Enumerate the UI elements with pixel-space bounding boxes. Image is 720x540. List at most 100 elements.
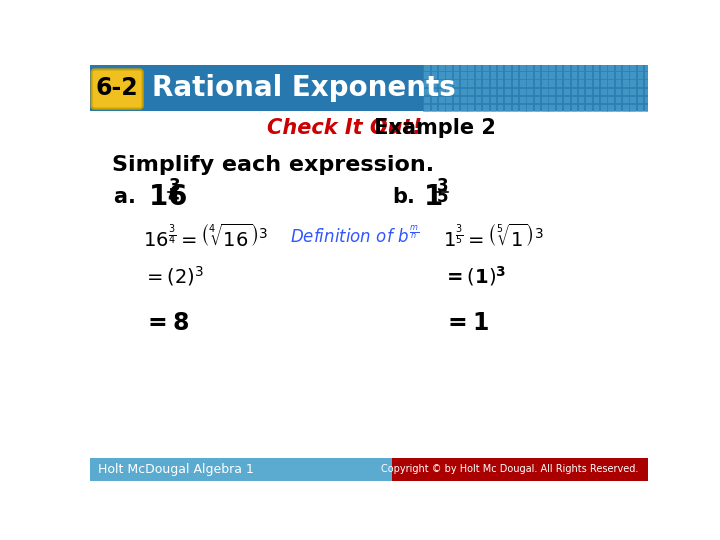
Bar [600, 63, 606, 71]
Bar [549, 63, 555, 71]
Bar [423, 79, 430, 87]
Bar [593, 79, 599, 87]
Bar [615, 96, 621, 103]
Text: $\mathbf{= 1}$: $\mathbf{= 1}$ [443, 310, 488, 335]
Text: Copyright © by Holt Mc Dougal. All Rights Reserved.: Copyright © by Holt Mc Dougal. All Right… [382, 464, 639, 474]
Bar [438, 96, 444, 103]
Bar [644, 71, 651, 79]
Bar [629, 96, 636, 103]
Bar [556, 71, 562, 79]
Bar [474, 63, 482, 71]
Bar [541, 71, 548, 79]
Bar [423, 87, 430, 95]
Bar [578, 63, 585, 71]
Bar [644, 79, 651, 87]
Bar [438, 87, 444, 95]
Bar [519, 96, 526, 103]
Bar [497, 79, 503, 87]
Bar [497, 104, 503, 111]
Text: $\mathbf{4}$: $\mathbf{4}$ [167, 188, 180, 206]
Bar [622, 63, 629, 71]
Bar [629, 71, 636, 79]
Bar [556, 63, 562, 71]
Bar [460, 71, 467, 79]
Bar [438, 71, 444, 79]
Bar [453, 87, 459, 95]
Bar [512, 96, 518, 103]
Bar [474, 79, 482, 87]
Bar [482, 79, 489, 87]
Bar [585, 79, 592, 87]
Bar [563, 96, 570, 103]
Bar [453, 71, 459, 79]
Bar [570, 104, 577, 111]
Bar [431, 63, 437, 71]
Text: Holt McDougal Algebra 1: Holt McDougal Algebra 1 [98, 463, 253, 476]
Bar [453, 63, 459, 71]
Bar [541, 79, 548, 87]
Bar [482, 96, 489, 103]
Bar [629, 87, 636, 95]
Bar [607, 104, 614, 111]
Bar [534, 63, 540, 71]
Bar [526, 79, 533, 87]
Bar [615, 104, 621, 111]
Bar [600, 96, 606, 103]
Bar [519, 104, 526, 111]
Text: $\mathbf{= 8}$: $\mathbf{= 8}$ [143, 310, 189, 335]
Bar [644, 104, 651, 111]
Bar [585, 104, 592, 111]
Bar [607, 79, 614, 87]
Bar [585, 63, 592, 71]
Bar [460, 63, 467, 71]
Bar [636, 96, 644, 103]
Bar [593, 63, 599, 71]
Bar [652, 96, 658, 103]
Bar [504, 104, 510, 111]
Bar [622, 87, 629, 95]
Bar [607, 87, 614, 95]
Bar [512, 104, 518, 111]
Bar [636, 79, 644, 87]
Bar [526, 87, 533, 95]
Bar [526, 71, 533, 79]
Bar [607, 96, 614, 103]
Bar [460, 96, 467, 103]
Text: $\mathbf{5}$: $\mathbf{5}$ [436, 188, 449, 206]
Text: Simplify each expression.: Simplify each expression. [112, 155, 434, 175]
Bar [585, 96, 592, 103]
Bar [600, 71, 606, 79]
Bar [446, 104, 452, 111]
Bar [431, 104, 437, 111]
Text: $=\left(2\right)^{3}$: $=\left(2\right)^{3}$ [143, 265, 204, 288]
Bar [636, 71, 644, 79]
Bar [519, 71, 526, 79]
Bar [652, 79, 658, 87]
Bar [504, 79, 510, 87]
Bar [467, 104, 474, 111]
Bar [526, 96, 533, 103]
Bar [534, 96, 540, 103]
Bar [392, 457, 648, 481]
Bar [593, 87, 599, 95]
Bar [534, 79, 540, 87]
Bar [497, 87, 503, 95]
Bar [570, 63, 577, 71]
Bar [622, 96, 629, 103]
Bar [423, 63, 430, 71]
Bar [519, 63, 526, 71]
Text: $\mathbf{3}$: $\mathbf{3}$ [436, 178, 449, 195]
Bar [490, 63, 496, 71]
Bar [578, 79, 585, 87]
Bar [615, 87, 621, 95]
Text: $\mathbf{=\left(1\right)^{3}}$: $\mathbf{=\left(1\right)^{3}}$ [443, 265, 506, 288]
Bar [453, 96, 459, 103]
Bar [460, 87, 467, 95]
Bar [519, 87, 526, 95]
Bar [460, 104, 467, 111]
Bar [482, 87, 489, 95]
Bar [482, 104, 489, 111]
Bar [563, 79, 570, 87]
Bar [512, 79, 518, 87]
Bar [636, 87, 644, 95]
